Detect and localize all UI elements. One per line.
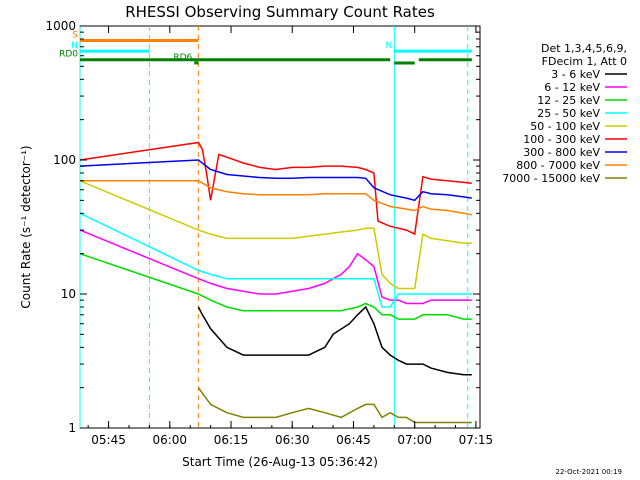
y-tick-label: 100	[53, 153, 76, 167]
y-tick-label: 10	[61, 287, 76, 301]
series-line	[79, 159, 472, 202]
status-bar-label: RD0	[59, 50, 78, 60]
series-line	[79, 252, 472, 320]
series-line	[79, 141, 472, 236]
vertical-markers	[79, 26, 469, 428]
x-tick-label: 05:45	[91, 433, 126, 447]
y-axis-label: Count Rate (s⁻¹ detector⁻¹)	[19, 145, 33, 308]
legend-title-line-2: FDecim 1, Att 0	[542, 55, 627, 68]
legend-title-line-1: Det 1,3,4,5,6,9,	[541, 42, 627, 55]
series-line	[79, 180, 472, 290]
status-bar-label: S	[72, 30, 78, 40]
series-line	[79, 212, 472, 308]
series-line	[197, 305, 472, 376]
x-tick-label: 06:15	[214, 433, 249, 447]
x-tick-label: 07:15	[459, 433, 494, 447]
plot-frame	[79, 25, 481, 429]
status-bar-label: N	[71, 41, 78, 51]
legend-label: 800 - 7000 keV	[516, 159, 600, 172]
data-series	[79, 141, 472, 424]
status-bar-label: RD6	[173, 53, 192, 63]
legend-label: 7000 - 15000 keV	[502, 172, 600, 185]
chart-title: RHESSI Observing Summary Count Rates	[125, 3, 435, 21]
status-bar-label: N	[386, 41, 393, 51]
footer-date: 22-Oct-2021 00:19	[556, 468, 622, 476]
series-line	[80, 180, 472, 216]
legend-label: 300 - 800 keV	[523, 146, 600, 159]
x-tick-label: 07:00	[397, 433, 432, 447]
legend-label: 100 - 300 keV	[523, 133, 600, 146]
legend-label: 6 - 12 keV	[544, 81, 600, 94]
x-tick-label: 06:30	[275, 433, 310, 447]
x-tick-label: 06:00	[152, 433, 187, 447]
legend-label: 3 - 6 keV	[551, 68, 600, 81]
legend-label: 12 - 25 keV	[537, 94, 600, 107]
x-tick-label: 06:45	[336, 433, 371, 447]
y-axis-ticks: 1 10 100 1000	[45, 19, 480, 435]
legend-label: 25 - 50 keV	[537, 107, 600, 120]
x-axis-ticks: 05:45 06:00 06:15 06:30 06:45 07:00 07:15	[87, 26, 494, 447]
y-tick-label: 1000	[45, 19, 76, 33]
series-line	[197, 387, 472, 424]
y-tick-label: 1	[68, 421, 76, 435]
series-line	[79, 229, 472, 305]
x-axis-label: Start Time (26-Aug-13 05:36:42)	[182, 455, 378, 469]
legend-label: 50 - 100 keV	[530, 120, 600, 133]
